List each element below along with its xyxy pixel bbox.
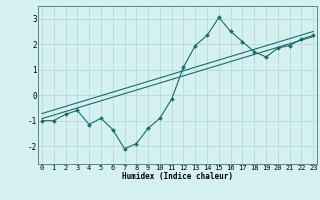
X-axis label: Humidex (Indice chaleur): Humidex (Indice chaleur): [122, 172, 233, 181]
